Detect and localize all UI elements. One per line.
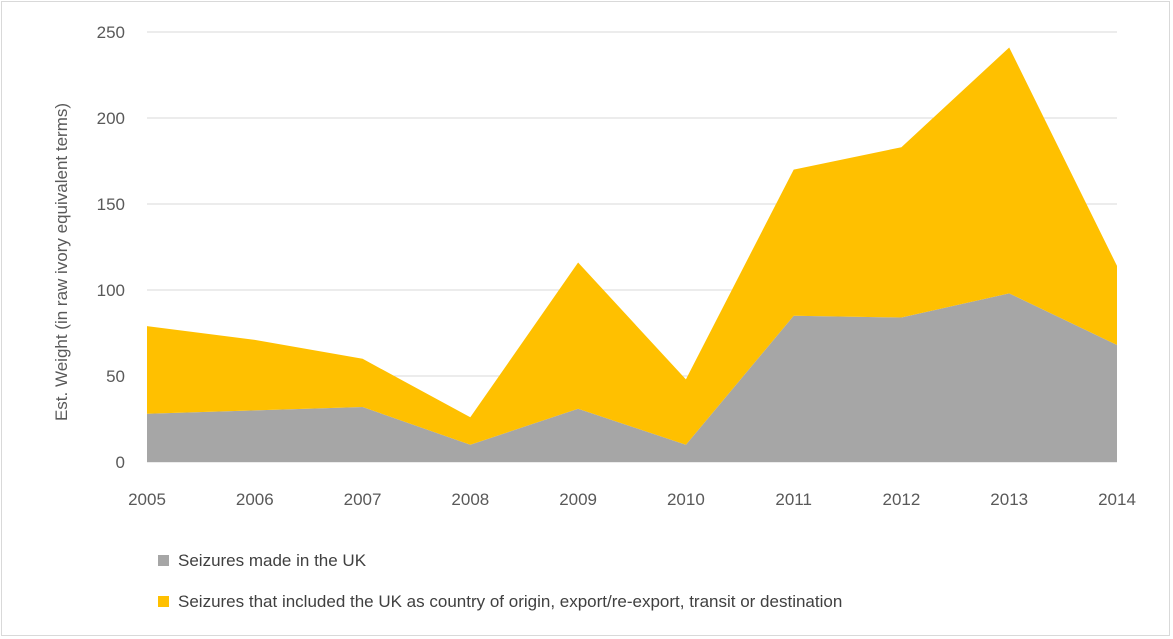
series-areas: [147, 47, 1117, 462]
x-tick-label: 2008: [451, 490, 489, 509]
y-tick-label: 200: [97, 109, 125, 128]
x-tick-label: 2010: [667, 490, 705, 509]
y-axis-label: Est. Weight (in raw ivory equivalent ter…: [52, 103, 71, 421]
legend-swatch-1: [158, 555, 169, 566]
legend-swatch-2: [158, 596, 169, 607]
area-series-1: [147, 293, 1117, 462]
legend: Seizures made in the UK Seizures that inc…: [158, 551, 842, 611]
area-series-2: [147, 47, 1117, 445]
y-tick-label: 100: [97, 281, 125, 300]
x-tick-label: 2009: [559, 490, 597, 509]
y-tick-labels: 0 50 100 150 200 250: [97, 23, 125, 472]
x-tick-label: 2013: [990, 490, 1028, 509]
y-tick-label: 150: [97, 195, 125, 214]
x-tick-labels: 2005 2006 2007 2008 2009 2010 2011 2012 2013 2014: [128, 490, 1136, 509]
x-tick-label: 2014: [1098, 490, 1136, 509]
y-tick-label: 250: [97, 23, 125, 42]
x-tick-label: 2006: [236, 490, 274, 509]
x-tick-label: 2007: [344, 490, 382, 509]
y-tick-label: 50: [106, 367, 125, 386]
x-tick-label: 2011: [775, 490, 812, 509]
x-tick-label: 2005: [128, 490, 166, 509]
legend-label-2: Seizures that included the UK as country…: [178, 592, 842, 611]
x-tick-label: 2012: [883, 490, 921, 509]
y-tick-label: 0: [116, 453, 125, 472]
legend-label-1: Seizures made in the UK: [178, 551, 367, 570]
